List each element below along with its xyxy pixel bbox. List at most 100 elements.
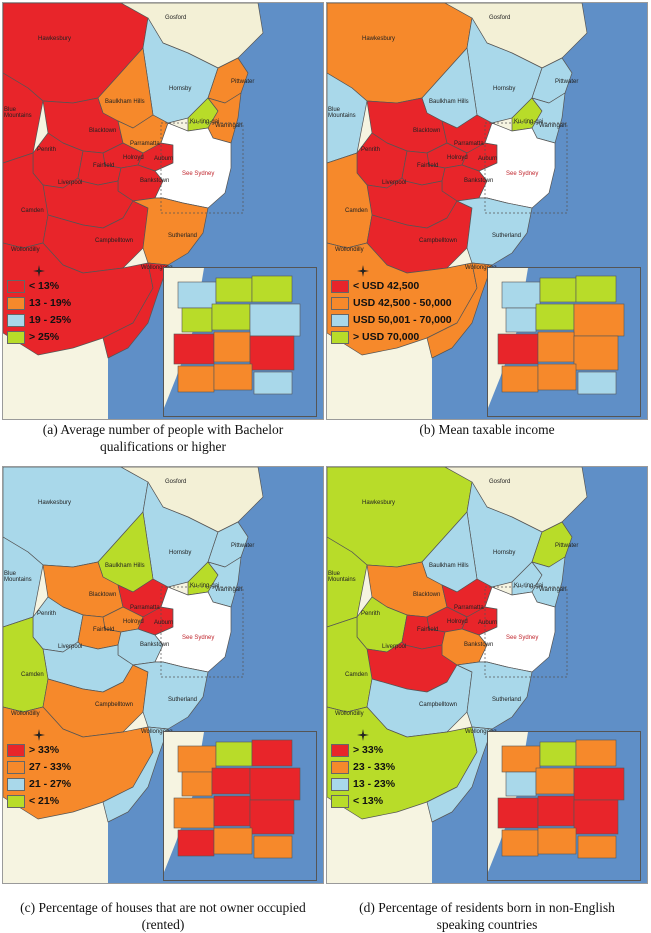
map-panel-d: Hawkesbury Gosford Baulkham Hills Hornsby Pi… [326, 466, 648, 884]
legend-item: < 21% [7, 794, 157, 811]
label-liverpool: Liverpool [58, 644, 83, 650]
region-sutherland [132, 197, 209, 266]
label-bankstown: Bankstown [140, 178, 170, 184]
legend-item: 13 - 23% [331, 777, 481, 794]
compass-icon [33, 729, 45, 741]
inset-region [215, 277, 253, 303]
region-blue-mountains [327, 536, 368, 628]
inset-region [177, 745, 217, 773]
legend-swatch [7, 331, 25, 344]
map-panel-b: Hawkesbury Gosford Baulkham Hills Hornsby Pi… [326, 2, 648, 420]
label-bankstown: Bankstown [464, 642, 494, 648]
region-blue-mountains [3, 536, 44, 628]
inset-region [537, 827, 577, 855]
label-wollongong: Wollongong [141, 729, 173, 735]
label-see-sydney: See Sydney [182, 171, 215, 177]
inset-region [213, 363, 253, 391]
inset-region [573, 303, 625, 337]
inset-region [249, 799, 295, 835]
label-blacktown: Blacktown [413, 128, 441, 134]
inset-region [577, 835, 617, 859]
inset-map [163, 267, 317, 417]
legend-label: 27 - 33% [29, 761, 72, 773]
compass-icon [357, 729, 369, 741]
label-holroyd: Holroyd [447, 619, 468, 625]
legend-label: 19 - 25% [29, 314, 72, 326]
inset-region [213, 331, 251, 363]
label-hornsby: Hornsby [169, 550, 192, 556]
label-wollondilly: Wollondilly [335, 247, 364, 253]
label-blacktown: Blacktown [89, 128, 117, 134]
caption-b: (b) Mean taxable income [419, 422, 555, 437]
inset-region [251, 275, 293, 303]
label-gosford: Gosford [165, 479, 187, 485]
label-baulkham-hills: Baulkham Hills [105, 563, 145, 569]
label-hawkesbury: Hawkesbury [38, 500, 72, 506]
label-fairfield: Fairfield [93, 163, 115, 169]
inset-region [501, 365, 539, 393]
inset-region [173, 333, 215, 365]
label-parramatta: Parramatta [130, 605, 160, 611]
label-fairfield: Fairfield [417, 627, 439, 633]
inset-region [249, 303, 301, 337]
label-blue-mountains: Blue Mountains [328, 107, 356, 119]
inset-region [573, 799, 619, 835]
label-camden: Camden [345, 208, 368, 214]
map-panel-a: Hawkesbury Gosford Baulkham Hills Hornsby Pi… [2, 2, 324, 420]
legend-swatch [7, 314, 25, 327]
label-holroyd: Holroyd [123, 619, 144, 625]
legend-label: > 33% [29, 744, 60, 756]
legend-item: > 33% [7, 743, 157, 760]
label-ku-ring-gai: Ku-ring-gai [190, 119, 220, 125]
legend-swatch [331, 297, 349, 310]
compass-icon [357, 265, 369, 277]
legend-label: 13 - 23% [353, 778, 396, 790]
inset-region [181, 771, 213, 797]
legend-item: 21 - 27% [7, 777, 157, 794]
label-liverpool: Liverpool [382, 180, 407, 186]
legend-item: > 33% [331, 743, 481, 760]
legend-swatch [7, 280, 25, 293]
legend-item: USD 50,001 - 70,000 [331, 313, 481, 330]
map-panel-c: Hawkesbury Gosford Baulkham Hills Hornsby Pi… [2, 466, 324, 884]
label-warringah: Warringah [215, 123, 243, 129]
label-baulkham-hills: Baulkham Hills [105, 99, 145, 105]
inset-region [181, 307, 213, 333]
inset-region [213, 827, 253, 855]
caption-c: (c) Percentage of houses that are not ow… [20, 900, 306, 932]
label-camden: Camden [21, 208, 44, 214]
legend-item: 23 - 33% [331, 760, 481, 777]
legend-label: USD 42,500 - 50,000 [353, 297, 452, 309]
label-wollongong: Wollongong [465, 265, 497, 271]
region-blue-mountains [327, 72, 368, 164]
inset-map [487, 731, 641, 881]
label-sutherland: Sutherland [492, 233, 522, 239]
legend: < USD 42,500 USD 42,500 - 50,000 USD 50,00… [331, 279, 481, 347]
label-campbelltown: Campbelltown [95, 702, 134, 708]
inset-region [537, 331, 575, 363]
label-ku-ring-gai: Ku-ring-gai [514, 583, 544, 589]
inset-extent-box [484, 122, 568, 214]
legend-item: < 13% [331, 794, 481, 811]
inset-extent-box [160, 586, 244, 678]
inset-map [487, 267, 641, 417]
label-campbelltown: Campbelltown [419, 238, 458, 244]
label-blacktown: Blacktown [89, 592, 117, 598]
label-campbelltown: Campbelltown [419, 702, 458, 708]
label-wollongong: Wollongong [141, 265, 173, 271]
legend-label: < 13% [353, 795, 384, 807]
legend-swatch [7, 297, 25, 310]
legend-item: 19 - 25% [7, 313, 157, 330]
inset-region [215, 741, 253, 767]
inset-region [211, 303, 251, 331]
inset-region [177, 365, 215, 393]
label-pittwater: Pittwater [555, 79, 579, 85]
legend-swatch [331, 744, 349, 757]
label-gosford: Gosford [489, 15, 511, 21]
label-see-sydney: See Sydney [506, 635, 539, 641]
label-camden: Camden [345, 672, 368, 678]
label-hornsby: Hornsby [169, 86, 192, 92]
inset-region [213, 795, 251, 827]
label-parramatta: Parramatta [454, 141, 484, 147]
label-penrith: Penrith [361, 611, 381, 617]
